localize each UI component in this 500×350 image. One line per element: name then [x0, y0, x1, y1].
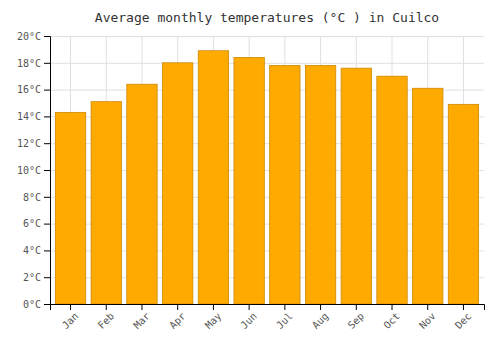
- tick-mark: [44, 36, 50, 37]
- tick-mark: [320, 304, 321, 310]
- tick: Jul: [274, 304, 295, 331]
- tick: 18°C: [17, 58, 50, 69]
- bar: [377, 76, 407, 304]
- tick-mark: [177, 304, 178, 310]
- axis-line: [44, 37, 51, 305]
- tick-label: Jul: [274, 310, 295, 331]
- x-grid: [71, 36, 464, 304]
- tick: 8°C: [23, 192, 50, 203]
- tick-mark: [356, 304, 357, 310]
- tick: Sep: [346, 304, 367, 331]
- tick-label: 6°C: [23, 218, 41, 229]
- tick-label: Jun: [238, 310, 259, 331]
- bar: [55, 112, 85, 304]
- tick: 4°C: [23, 245, 50, 256]
- tick-label: 4°C: [23, 245, 41, 256]
- tick-label: 12°C: [17, 138, 41, 149]
- title: Average monthly temperatures (°C ) in Cu…: [95, 10, 439, 25]
- tick-mark: [44, 250, 50, 251]
- tick-label: 16°C: [17, 84, 41, 95]
- tick: 14°C: [17, 111, 50, 122]
- tick: Feb: [96, 304, 117, 331]
- tick-label: 20°C: [17, 31, 41, 42]
- tick-label: May: [203, 310, 224, 331]
- chart: 0°C 2°C 4°C 6°C 8°C 10°C 12°C 14°C 16°C 18°C 20°C J…: [0, 0, 500, 350]
- tick: 0°C: [23, 299, 50, 310]
- bar: [127, 84, 157, 304]
- tick: Mar: [131, 304, 152, 331]
- tick-label: Nov: [417, 310, 438, 331]
- bar: [234, 57, 264, 304]
- tick: 2°C: [23, 272, 50, 283]
- tick-label: Jan: [60, 310, 81, 331]
- plot: 0°C 2°C 4°C 6°C 8°C 10°C 12°C 14°C 16°C 18°C 20°C J…: [17, 31, 485, 331]
- tick-label: Dec: [453, 310, 474, 331]
- tick: 20°C: [17, 31, 50, 42]
- tick-label: Feb: [96, 310, 117, 331]
- tick-label: 2°C: [23, 272, 41, 283]
- tick-mark: [392, 304, 393, 310]
- y-grid: [50, 37, 484, 305]
- grid-tick: [50, 63, 484, 64]
- tick-label: 8°C: [23, 192, 41, 203]
- bar: [163, 63, 193, 304]
- tick-label: Aug: [310, 310, 331, 331]
- tick-label: Oct: [381, 310, 402, 331]
- tick-label: 10°C: [17, 165, 41, 176]
- grid-line: [50, 63, 484, 64]
- tick-mark: [249, 304, 250, 310]
- tick-mark: [44, 304, 50, 305]
- tick-mark: [44, 197, 50, 198]
- x-axis: Jan Feb Mar Apr May Jun Jul Aug Sep Oct Nov Dec: [51, 304, 485, 331]
- tick-label: Sep: [346, 310, 367, 331]
- bar: [448, 104, 478, 304]
- tick-label: Mar: [131, 310, 152, 331]
- tick: Nov: [417, 304, 438, 331]
- tick-mark: [44, 116, 50, 117]
- tick: 10°C: [17, 165, 50, 176]
- tick-mark: [44, 63, 50, 64]
- tick-label: 18°C: [17, 58, 41, 69]
- tick: Dec: [453, 304, 474, 331]
- tick-mark: [427, 304, 428, 310]
- grid-tick: [50, 36, 484, 37]
- tick-mark: [44, 170, 50, 171]
- tick-mark: [44, 277, 50, 278]
- tick: May: [203, 304, 224, 331]
- tick: Oct: [381, 304, 402, 331]
- bar: [413, 88, 443, 304]
- tick: 12°C: [17, 138, 50, 149]
- bar: [270, 65, 300, 304]
- bar: [91, 102, 121, 304]
- tick: Apr: [167, 304, 188, 331]
- tick: 16°C: [17, 84, 50, 95]
- tick-mark: [141, 304, 142, 310]
- tick: Jun: [238, 304, 259, 331]
- axis-line: [51, 305, 485, 311]
- bar: [341, 68, 371, 304]
- tick-mark: [70, 304, 71, 310]
- tick-label: Apr: [167, 310, 188, 331]
- bars: [55, 51, 478, 304]
- tick: Aug: [310, 304, 331, 331]
- tick-mark: [106, 304, 107, 310]
- tick-label: 0°C: [23, 299, 41, 310]
- tick-mark: [44, 90, 50, 91]
- grid-line: [50, 36, 484, 37]
- tick: Jan: [60, 304, 81, 331]
- tick-mark: [463, 304, 464, 310]
- tick: 6°C: [23, 218, 50, 229]
- tick-label: 14°C: [17, 111, 41, 122]
- y-axis: 0°C 2°C 4°C 6°C 8°C 10°C 12°C 14°C 16°C 18°C 20°C: [17, 31, 51, 310]
- bar: [305, 65, 335, 304]
- bar: [198, 51, 228, 304]
- tick-mark: [44, 143, 50, 144]
- tick-mark: [213, 304, 214, 310]
- tick-mark: [284, 304, 285, 310]
- tick-mark: [44, 224, 50, 225]
